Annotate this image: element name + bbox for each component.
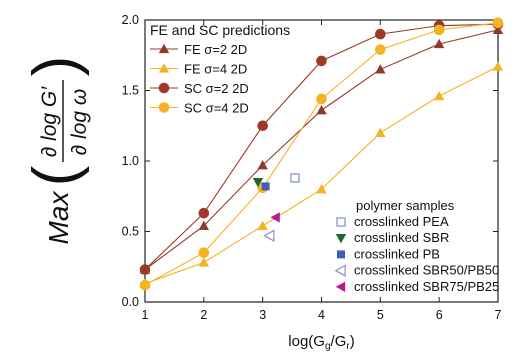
sample-point-3: [261, 182, 270, 191]
y-label-prefix: Max: [43, 191, 74, 245]
series-4-point: [433, 24, 445, 36]
series-2-point: [257, 220, 268, 231]
series-3-point: [257, 120, 268, 132]
series-1-point: [375, 64, 386, 74]
series-2-point: [198, 257, 210, 267]
series-layer: [139, 17, 504, 291]
x-axis-label: log(Gg/Gr): [288, 333, 354, 352]
series-4-point: [375, 44, 386, 55]
legend-sample-label-3: crosslinked PB: [354, 246, 440, 261]
y-axis-label: Max ( ∂ log G′ ∂ log ω ): [21, 56, 91, 245]
series-4-point: [198, 247, 210, 258]
axis-ticks: 1 2 3 4 5 6 7 0.0 0.5 1.0 1.5 2.0: [122, 13, 502, 322]
legend-samples: polymer samples crosslinked PEAcrosslink…: [334, 198, 499, 294]
legend-marker-2: [158, 63, 170, 73]
legend-predictions-title: FE and SC predictions: [150, 22, 290, 38]
sample-point-2: [252, 177, 264, 188]
y-label-denominator: ∂ log ω: [68, 89, 91, 155]
samples-layer: [252, 173, 300, 242]
x-tick-label: 7: [495, 308, 502, 322]
legend-label-4: SC σ=4 2D: [184, 101, 249, 116]
y-tick-label: 2.0: [122, 13, 139, 27]
y-tick-label: 1.0: [122, 154, 139, 168]
series-1-point: [257, 160, 268, 170]
x-tick-label: 3: [259, 308, 266, 322]
x-tick-label: 4: [318, 308, 325, 322]
legend-label-2: FE σ=4 2D: [184, 62, 247, 77]
series-4-point: [492, 17, 504, 29]
series-4-point: [316, 93, 327, 105]
series-3-point: [375, 28, 386, 40]
legend-label-3: SC σ=2 2D: [184, 81, 249, 96]
legend-sample-marker-4: [334, 264, 346, 277]
sample-point-4: [263, 229, 275, 242]
series-1-point: [433, 38, 445, 49]
x-tick-label: 2: [200, 308, 207, 322]
series-4-point: [139, 279, 151, 291]
legend-sample-label-4: crosslinked SBR50/PB50: [354, 263, 499, 278]
y-label-close-paren: ): [21, 56, 90, 77]
legend-marker-4: [158, 102, 170, 113]
series-1-point: [198, 220, 210, 231]
y-tick-label: 0.0: [122, 295, 139, 309]
series-3-point: [198, 207, 210, 219]
legend-sample-marker-2: [335, 234, 347, 244]
legend-marker-1: [158, 43, 170, 54]
y-label-numerator: ∂ log G′: [38, 86, 61, 157]
series-2-point: [316, 184, 327, 194]
legend-sample-label-1: crosslinked PEA: [354, 214, 449, 229]
series-2-point: [433, 90, 445, 101]
legend-sample-marker-5: [335, 281, 346, 292]
legend-sample-marker-1: [336, 217, 346, 227]
legend-sample-label-2: crosslinked SBR: [354, 230, 449, 245]
legend-sample-marker-3: [337, 250, 345, 259]
series-2-point: [375, 127, 386, 137]
x-tick-label: 5: [377, 308, 384, 322]
x-tick-label: 6: [436, 308, 443, 322]
y-tick-label: 1.5: [122, 84, 139, 98]
y-label-open-paren: (: [21, 165, 90, 186]
series-1-point: [316, 105, 327, 115]
x-tick-label: 1: [142, 308, 149, 322]
y-tick-label: 0.5: [122, 225, 139, 239]
series-3-point: [139, 264, 151, 275]
legend-sample-label-5: crosslinked SBR75/PB25: [354, 279, 499, 294]
legend-label-1: FE σ=2 2D: [184, 42, 247, 57]
series-3-point: [316, 55, 327, 67]
series-2-point: [492, 61, 504, 71]
sample-point-1: [290, 173, 300, 183]
legend-predictions: FE and SC predictions FE σ=2 2D FE σ=4 2…: [150, 22, 290, 116]
legend-samples-title: polymer samples: [356, 198, 455, 213]
sample-point-5: [270, 212, 280, 223]
legend-marker-3: [158, 82, 170, 94]
